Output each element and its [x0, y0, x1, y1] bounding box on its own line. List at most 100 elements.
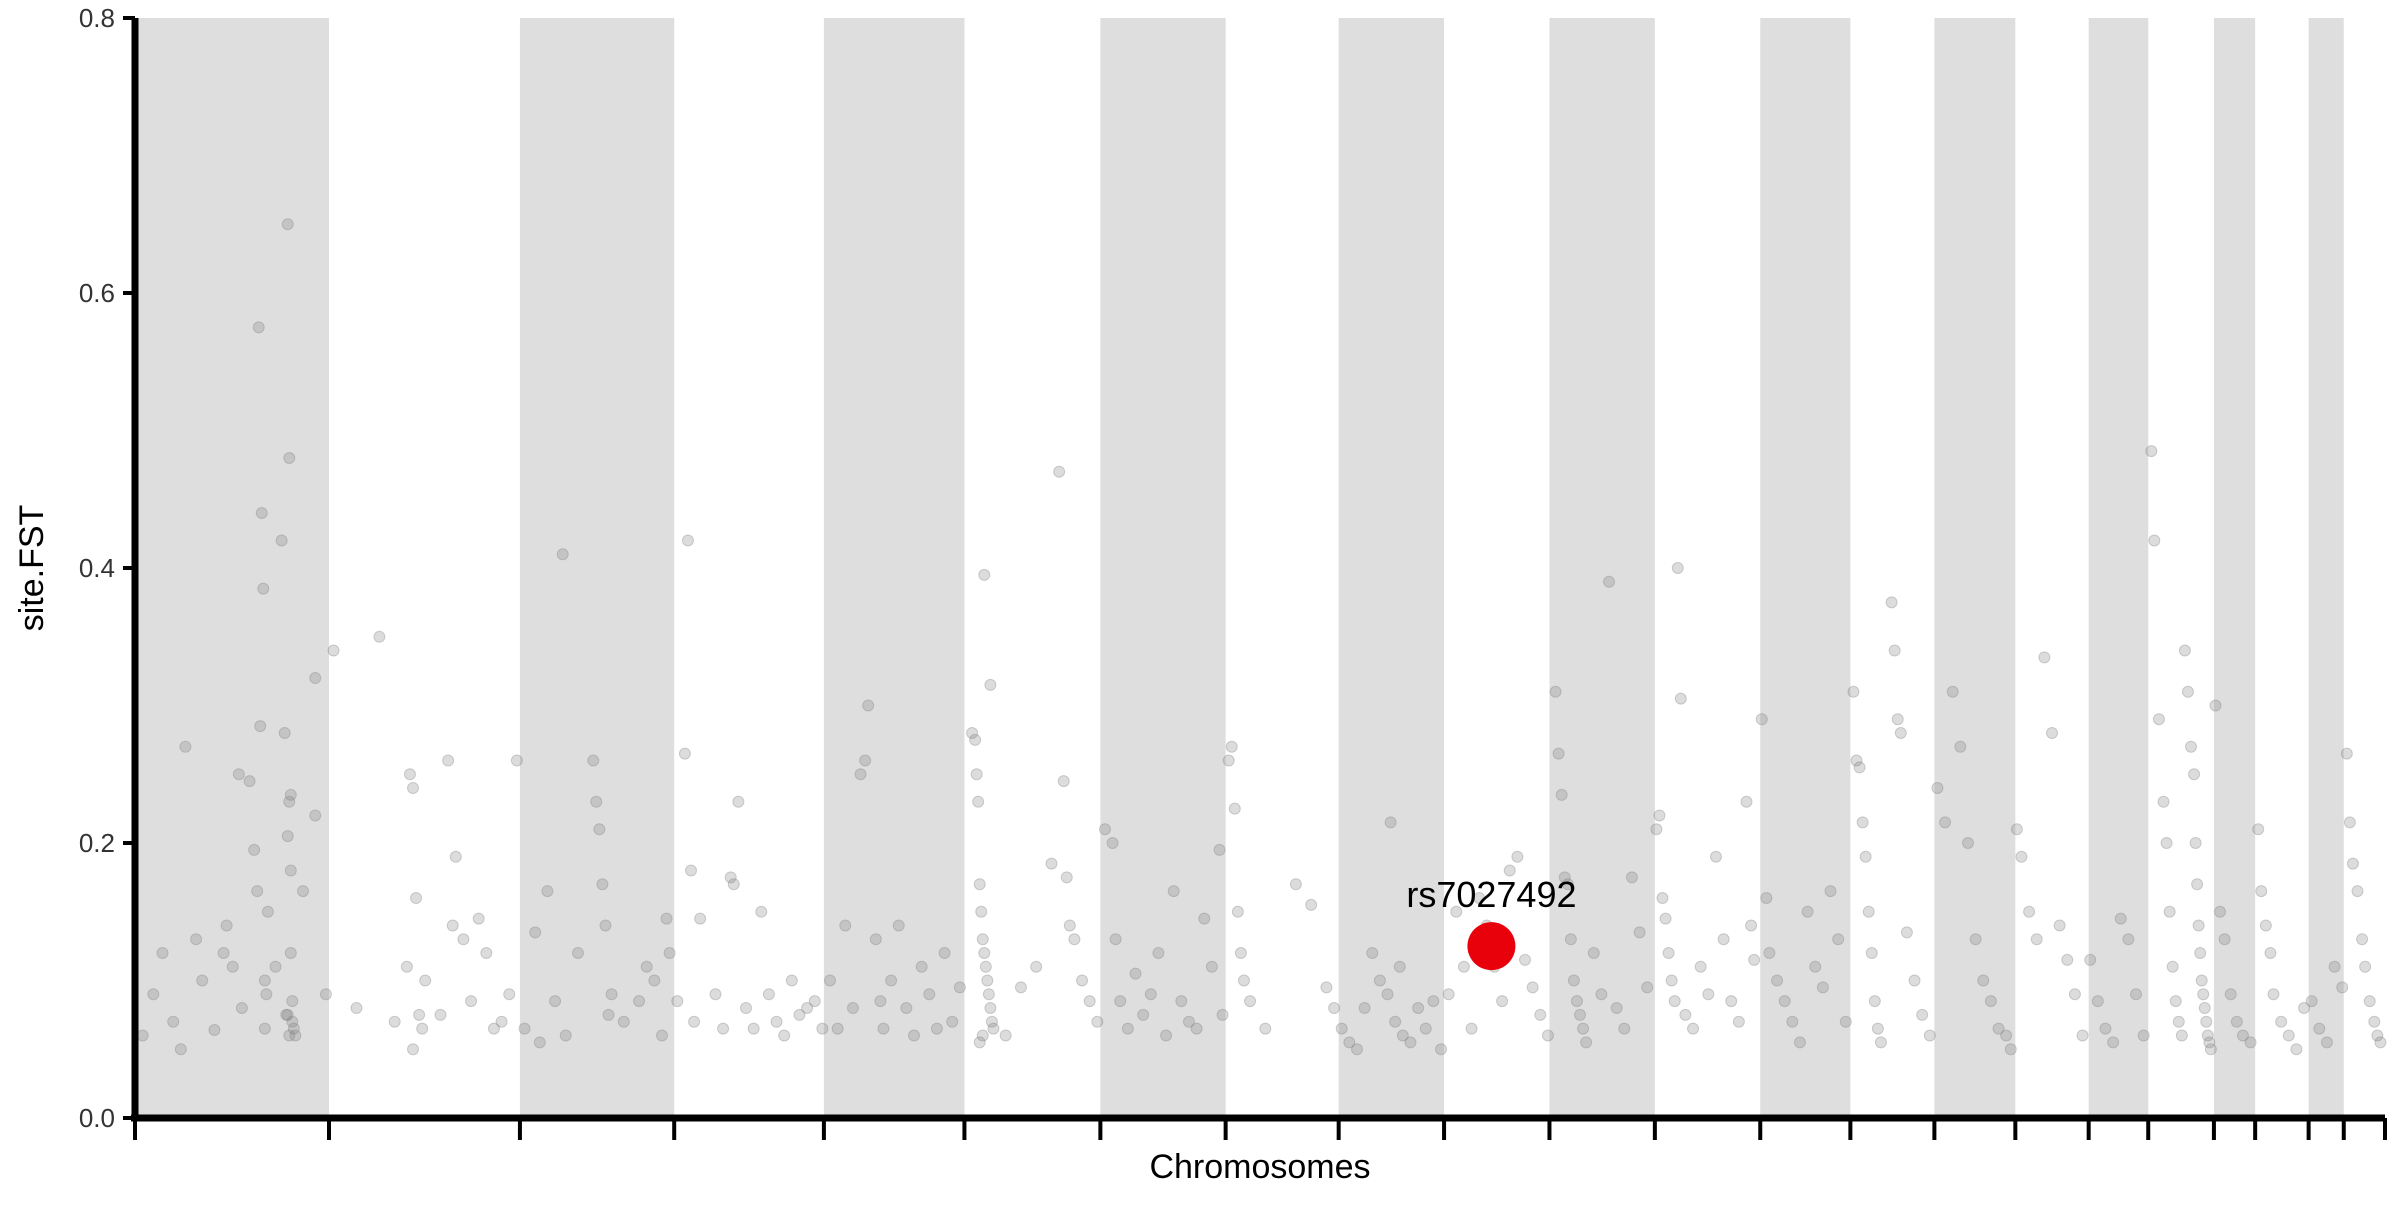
- data-point: [973, 878, 986, 891]
- data-point: [1856, 816, 1869, 829]
- data-point: [587, 754, 600, 767]
- data-point: [1603, 575, 1616, 588]
- data-point: [1343, 1036, 1356, 1049]
- data-point: [472, 912, 485, 925]
- data-point: [2328, 960, 2341, 973]
- data-point: [892, 919, 905, 932]
- data-point: [747, 1022, 760, 1035]
- data-point: [1725, 995, 1738, 1008]
- data-point: [309, 809, 322, 822]
- y-tick-label: 0.0: [79, 1103, 115, 1133]
- data-point: [232, 768, 245, 781]
- data-point: [2336, 981, 2349, 994]
- data-point: [1160, 1029, 1173, 1042]
- data-point: [1977, 974, 1990, 987]
- data-point: [1412, 1002, 1425, 1014]
- data-point: [2230, 1015, 2243, 1028]
- data-point: [970, 768, 983, 781]
- data-point: [284, 947, 297, 959]
- data-point: [1526, 981, 1539, 994]
- data-point: [946, 1015, 959, 1028]
- data-point: [2099, 1022, 2112, 1035]
- data-point: [1745, 919, 1758, 932]
- data-point: [2259, 919, 2272, 932]
- data-point: [1328, 1002, 1341, 1014]
- y-tick-label: 0.4: [79, 553, 115, 583]
- data-point: [2267, 988, 2280, 1001]
- chromosome-band: [1760, 18, 1851, 1118]
- data-point: [2157, 795, 2170, 808]
- chromosome-band: [2088, 18, 2149, 1118]
- data-point: [808, 995, 821, 1008]
- data-point: [1259, 1022, 1272, 1035]
- data-point: [1063, 919, 1076, 932]
- data-point: [978, 947, 991, 959]
- data-point: [1228, 802, 1241, 815]
- data-point: [824, 974, 837, 987]
- data-point: [465, 995, 478, 1008]
- data-point: [694, 912, 707, 925]
- data-point: [885, 974, 898, 987]
- data-point: [923, 988, 936, 1001]
- data-point: [648, 974, 661, 987]
- data-point: [541, 885, 554, 898]
- data-point: [235, 1002, 248, 1014]
- data-point: [529, 926, 542, 939]
- data-point: [2194, 947, 2207, 959]
- data-point: [1519, 953, 1532, 966]
- data-point: [2130, 988, 2143, 1001]
- data-point: [2236, 1029, 2249, 1042]
- data-point: [2244, 1036, 2257, 1049]
- chromosome-band: [1934, 18, 2016, 1118]
- data-point: [1552, 747, 1565, 760]
- data-point: [1961, 837, 1974, 849]
- chromosome-band: [2308, 18, 2344, 1118]
- data-point: [1289, 878, 1302, 891]
- data-point: [2313, 1022, 2326, 1035]
- data-point: [1305, 898, 1318, 911]
- data-point: [915, 960, 928, 973]
- data-point: [1709, 850, 1722, 863]
- data-point: [281, 1008, 294, 1021]
- data-point: [2004, 1043, 2017, 1056]
- data-point: [2264, 947, 2277, 959]
- data-point: [1665, 974, 1678, 987]
- chromosome-band: [823, 18, 965, 1118]
- data-point: [258, 1022, 271, 1035]
- data-point: [602, 1008, 615, 1021]
- data-point: [1740, 795, 1753, 808]
- highlighted-snp-point[interactable]: [1467, 922, 1516, 971]
- data-point: [2198, 1002, 2211, 1014]
- data-point: [1891, 713, 1904, 726]
- data-point: [1450, 905, 1463, 918]
- data-point: [217, 947, 230, 959]
- data-point: [309, 672, 322, 684]
- data-point: [930, 1022, 943, 1035]
- data-point: [248, 843, 261, 856]
- data-point: [1748, 953, 1761, 966]
- data-point: [839, 919, 852, 932]
- data-point: [1106, 837, 1119, 849]
- highlighted-snp-label: rs7027492: [1406, 874, 1576, 915]
- data-point: [681, 534, 694, 547]
- data-point: [1923, 1029, 1936, 1042]
- data-point: [2252, 823, 2265, 836]
- data-point: [2200, 1015, 2213, 1028]
- data-point: [2189, 837, 2202, 849]
- data-point: [1839, 1015, 1852, 1028]
- data-point: [1144, 988, 1157, 1001]
- data-point: [2172, 1015, 2185, 1028]
- data-point: [2209, 699, 2222, 712]
- data-point: [1335, 1022, 1348, 1035]
- data-point: [419, 974, 432, 987]
- data-point: [1068, 933, 1081, 946]
- data-point: [136, 1029, 149, 1042]
- data-point: [559, 1029, 572, 1042]
- data-point: [2046, 727, 2059, 739]
- data-point: [284, 864, 297, 877]
- data-point: [275, 534, 288, 547]
- data-point: [503, 988, 516, 1001]
- data-point: [1561, 878, 1574, 891]
- data-point: [449, 850, 462, 863]
- data-points: [136, 218, 2387, 1056]
